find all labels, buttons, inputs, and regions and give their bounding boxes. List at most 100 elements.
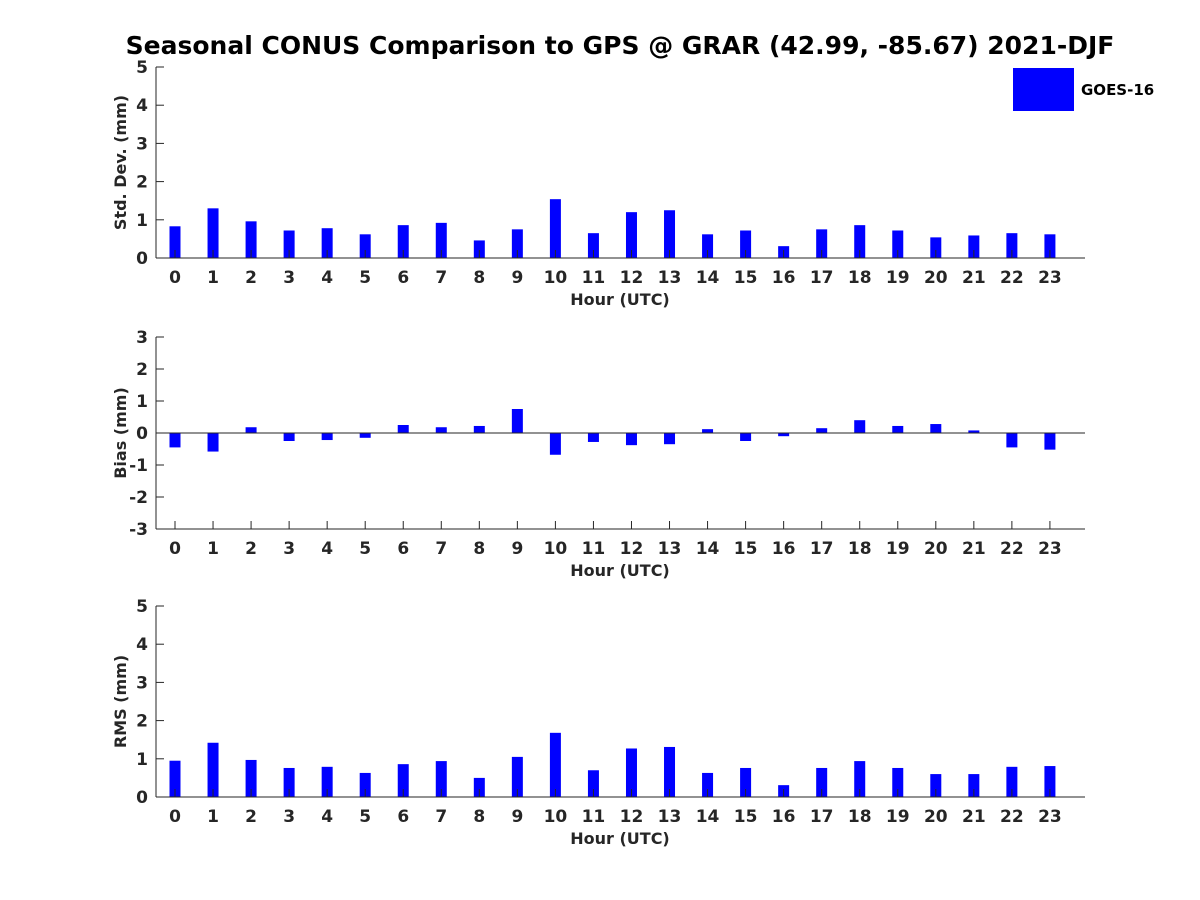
x-tick-label: 17 — [810, 539, 834, 559]
x-tick-label: 20 — [924, 268, 948, 288]
x-tick-label: 7 — [435, 539, 447, 559]
y-tick-label: 0 — [136, 788, 148, 808]
x-tick-label: 3 — [283, 268, 295, 288]
y-tick-label: 0 — [136, 424, 148, 444]
y-tick-label: -1 — [129, 456, 148, 476]
bar-6 — [397, 425, 409, 433]
x-tick-label: 22 — [1000, 268, 1024, 288]
bar-0 — [169, 226, 181, 258]
bar-13 — [664, 210, 676, 258]
bar-19 — [892, 767, 904, 797]
bar-9 — [511, 409, 523, 433]
x-tick-label: 3 — [283, 807, 295, 827]
bar-8 — [473, 240, 485, 258]
bar-11 — [587, 770, 599, 797]
x-tick-label: 5 — [359, 268, 371, 288]
bar-20 — [930, 424, 942, 433]
x-tick-label: 5 — [359, 539, 371, 559]
x-tick-label: 1 — [207, 539, 219, 559]
y-tick-label: 5 — [136, 58, 148, 78]
bar-8 — [473, 425, 485, 433]
bar-10 — [549, 732, 561, 797]
x-tick-label: 16 — [772, 539, 796, 559]
bar-20 — [930, 774, 942, 797]
x-tick-label: 7 — [435, 807, 447, 827]
y-tick-label: 1 — [136, 392, 148, 412]
x-tick-label: 10 — [544, 807, 568, 827]
x-tick-label: 4 — [321, 807, 333, 827]
bar-4 — [321, 766, 333, 797]
y-tick-label: 4 — [136, 635, 148, 655]
legend-swatch — [1013, 68, 1074, 111]
y-tick-label: 3 — [136, 328, 148, 348]
x-tick-label: 3 — [283, 539, 295, 559]
x-tick-label: 13 — [658, 539, 682, 559]
x-tick-label: 15 — [734, 807, 758, 827]
x-tick-label: 14 — [696, 539, 720, 559]
y-tick-label: 1 — [136, 211, 148, 231]
x-tick-label: 12 — [620, 539, 644, 559]
bar-6 — [397, 764, 409, 797]
y-tick-label: 1 — [136, 750, 148, 770]
x-tick-label: 9 — [511, 807, 523, 827]
y-tick-label: 3 — [136, 673, 148, 693]
x-tick-label: 19 — [886, 268, 910, 288]
x-tick-label: 1 — [207, 268, 219, 288]
x-tick-label: 8 — [473, 539, 485, 559]
bar-13 — [664, 746, 676, 797]
x-tick-label: 18 — [848, 539, 872, 559]
bar-8 — [473, 777, 485, 797]
bar-1 — [207, 742, 219, 797]
bar-9 — [511, 229, 523, 258]
bar-15 — [740, 433, 752, 441]
x-tick-label: 19 — [886, 807, 910, 827]
bar-12 — [625, 212, 637, 258]
bar-4 — [321, 433, 333, 441]
y-axis-label: Std. Dev. (mm) — [111, 95, 130, 230]
bar-15 — [740, 230, 752, 258]
x-tick-label: 12 — [620, 807, 644, 827]
x-tick-label: 6 — [397, 268, 409, 288]
bar-5 — [359, 433, 371, 438]
bar-22 — [1006, 766, 1018, 797]
x-tick-label: 22 — [1000, 539, 1024, 559]
x-tick-label: 21 — [962, 539, 986, 559]
bar-14 — [702, 772, 714, 797]
x-tick-label: 13 — [658, 807, 682, 827]
x-tick-label: 10 — [544, 268, 568, 288]
bar-23 — [1044, 433, 1056, 450]
y-tick-label: 3 — [136, 134, 148, 154]
bar-18 — [854, 225, 866, 258]
x-tick-label: 18 — [848, 268, 872, 288]
bar-3 — [283, 767, 295, 797]
x-tick-label: 7 — [435, 268, 447, 288]
x-tick-label: 4 — [321, 539, 333, 559]
bar-13 — [664, 433, 676, 445]
x-tick-label: 17 — [810, 807, 834, 827]
y-tick-label: -3 — [129, 520, 148, 540]
bar-12 — [625, 748, 637, 797]
x-tick-label: 0 — [169, 539, 181, 559]
bar-3 — [283, 433, 295, 441]
y-tick-label: 2 — [136, 360, 148, 380]
bar-17 — [816, 229, 828, 258]
x-axis-label: Hour (UTC) — [570, 829, 670, 848]
x-tick-label: 5 — [359, 807, 371, 827]
x-tick-label: 9 — [511, 539, 523, 559]
bar-4 — [321, 228, 333, 258]
bar-12 — [625, 433, 637, 446]
x-tick-label: 23 — [1038, 807, 1062, 827]
x-tick-label: 19 — [886, 539, 910, 559]
legend-label: GOES-16 — [1081, 81, 1154, 99]
x-tick-label: 8 — [473, 807, 485, 827]
bar-21 — [968, 430, 980, 433]
x-tick-label: 2 — [245, 539, 257, 559]
x-tick-label: 14 — [696, 268, 720, 288]
bar-0 — [169, 760, 181, 797]
x-tick-label: 2 — [245, 807, 257, 827]
bar-16 — [778, 433, 790, 437]
bar-5 — [359, 772, 371, 797]
bar-6 — [397, 225, 409, 258]
